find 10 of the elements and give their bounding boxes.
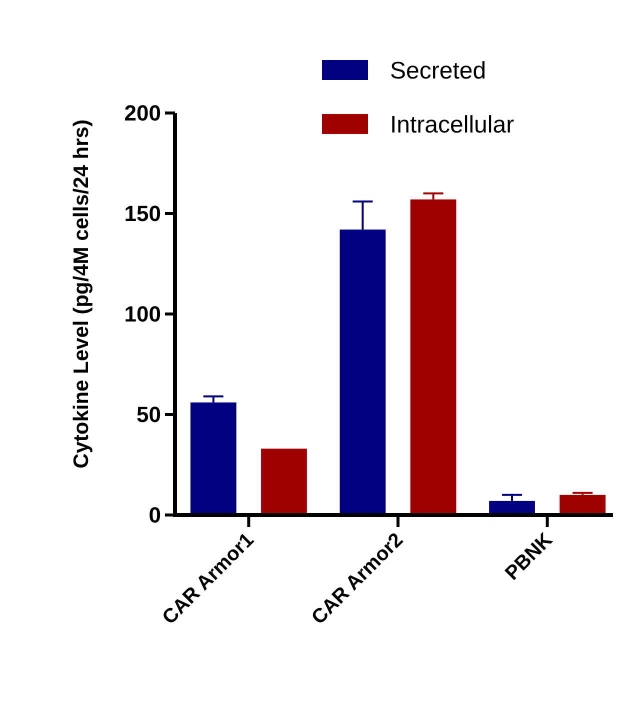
- bar: [261, 448, 307, 515]
- y-tick-label: 50: [136, 402, 161, 428]
- y-tick-label: 150: [124, 201, 161, 226]
- y-tick-label: 100: [124, 302, 161, 327]
- legend-label: Secreted: [390, 57, 486, 84]
- y-axis-title: Cytokine Level (pg/4M cells/24 hrs): [70, 120, 93, 468]
- bar: [560, 494, 606, 515]
- y-tick-label: 0: [148, 502, 161, 528]
- y-tick-label: 200: [124, 100, 161, 126]
- legend-label: Intracellular: [390, 111, 514, 138]
